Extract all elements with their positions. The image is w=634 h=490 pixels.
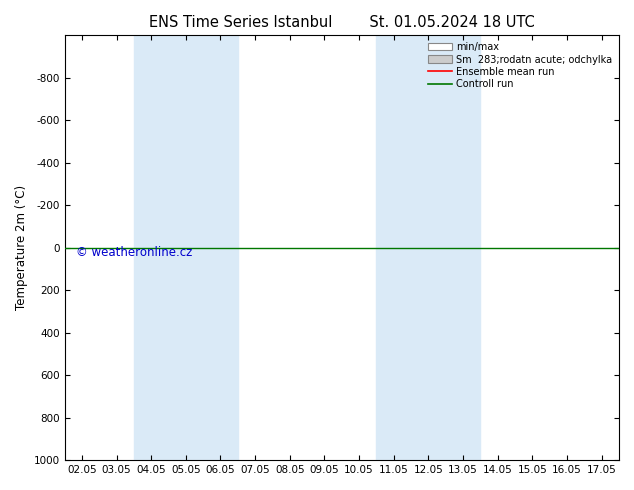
Title: ENS Time Series Istanbul        St. 01.05.2024 18 UTC: ENS Time Series Istanbul St. 01.05.2024 …	[149, 15, 534, 30]
Text: © weatheronline.cz: © weatheronline.cz	[75, 246, 192, 260]
Legend: min/max, Sm  283;rodatn acute; odchylka, Ensemble mean run, Controll run: min/max, Sm 283;rodatn acute; odchylka, …	[426, 40, 614, 91]
Bar	[377, 35, 481, 460]
Y-axis label: Temperature 2m (°C): Temperature 2m (°C)	[15, 185, 28, 310]
Bar	[134, 35, 238, 460]
